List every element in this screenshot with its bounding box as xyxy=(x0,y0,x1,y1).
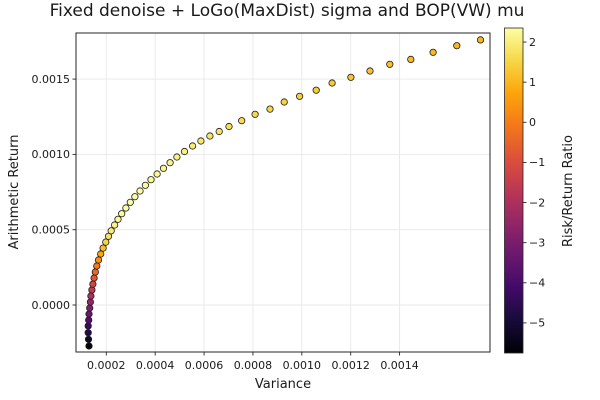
y-axis-label: Arithmetic Return xyxy=(7,135,22,250)
x-axis-label: Variance xyxy=(255,377,311,392)
x-tick-label: 0.0004 xyxy=(136,359,175,372)
scatter-point xyxy=(85,316,93,324)
colorbar: 2 1 0 −1 −2 −3 −4 −5 xyxy=(504,27,545,354)
scatter-point xyxy=(89,280,97,288)
colorbar-tick-label: −1 xyxy=(529,156,545,169)
colorbar-tick-label: −4 xyxy=(529,277,545,290)
x-tick-label: 0.0014 xyxy=(380,359,419,372)
colorbar-tick-label: 0 xyxy=(529,116,536,129)
x-tick-label: 0.0002 xyxy=(87,359,126,372)
scatter-point xyxy=(189,142,197,150)
scatter-point xyxy=(180,147,189,156)
scatter-point xyxy=(476,36,485,44)
scatter-point xyxy=(85,342,93,350)
colorbar-tick-label: −5 xyxy=(529,317,545,330)
x-tick-label: 0.0008 xyxy=(234,359,273,372)
scatter-point xyxy=(295,92,304,100)
scatter-point xyxy=(84,329,92,337)
scatter-point xyxy=(312,86,320,94)
scatter-point xyxy=(102,238,110,246)
colorbar-tick-label: 1 xyxy=(529,76,536,89)
scatter-point xyxy=(99,244,107,252)
gridlines xyxy=(76,33,490,352)
scatter-point xyxy=(347,73,355,81)
scatter-point xyxy=(141,181,149,189)
x-tick-label: 0.0012 xyxy=(331,359,370,372)
plot-border xyxy=(75,32,491,353)
scatter-point xyxy=(366,67,374,75)
scatter-point xyxy=(173,153,181,161)
scatter-points xyxy=(84,36,485,350)
scatter-point xyxy=(90,274,98,282)
scatter-point xyxy=(453,42,461,50)
scatter-point xyxy=(86,298,95,306)
y-tick-label: 0.0000 xyxy=(32,299,71,312)
scatter-point xyxy=(166,159,174,167)
scatter-point xyxy=(429,48,437,56)
scatter-point xyxy=(84,335,93,343)
x-tick-label: 0.0010 xyxy=(283,359,322,372)
scatter-point xyxy=(131,193,139,201)
y-tick-label: 0.0010 xyxy=(32,148,71,161)
colorbar-tick-label: 2 xyxy=(529,36,536,49)
colorbar-tick-label: −3 xyxy=(529,236,545,249)
scatter-point xyxy=(118,210,126,218)
x-tick-label: 0.0006 xyxy=(185,359,224,372)
scatter-point xyxy=(407,55,415,64)
scatter-point xyxy=(153,170,161,178)
scatter-point xyxy=(87,292,95,300)
scatter-point xyxy=(386,60,394,68)
scatter-point xyxy=(126,198,134,206)
scatter-point xyxy=(159,164,168,172)
scatter-point xyxy=(147,176,155,184)
scatter-point xyxy=(111,221,119,229)
scatter-point xyxy=(197,137,205,145)
scatter-point xyxy=(97,250,105,258)
scatter-point xyxy=(136,187,144,195)
colorbar-label: Risk/Return Ratio xyxy=(561,135,576,247)
scatter-point xyxy=(328,79,336,87)
scatter-point xyxy=(107,227,115,235)
scatter-point xyxy=(91,268,99,276)
scatter-point xyxy=(225,122,233,131)
scatter-point xyxy=(266,105,274,113)
scatter-point xyxy=(93,262,101,270)
scatter-point xyxy=(122,204,130,212)
colorbar-tick-label: −2 xyxy=(529,196,545,209)
y-tick-label: 0.0005 xyxy=(32,224,71,237)
scatter-point xyxy=(280,98,288,106)
scatter-point xyxy=(94,256,103,264)
chart-title: Fixed denoise + LoGo(MaxDist) sigma and … xyxy=(50,1,525,21)
scatter-point xyxy=(86,304,94,312)
scatter-point xyxy=(88,286,96,294)
scatter-point xyxy=(215,127,223,136)
scatter-point xyxy=(251,110,259,118)
scatter-point xyxy=(238,117,246,125)
scatter-point xyxy=(114,215,122,223)
scatter-point xyxy=(206,132,214,140)
y-tick-label: 0.0015 xyxy=(32,73,71,86)
axes: 0.0002 0.0004 0.0006 0.0008 0.0010 0.0012 0.00… xyxy=(32,32,491,372)
scatter-point xyxy=(85,310,93,318)
colorbar-gradient xyxy=(504,27,524,354)
